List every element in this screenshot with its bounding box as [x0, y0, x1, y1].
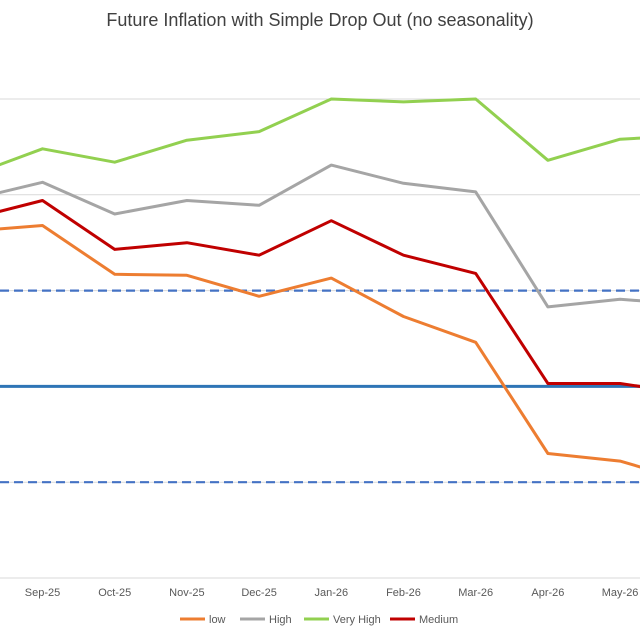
x-tick-label: Feb-26 [386, 587, 421, 599]
legend-label-medium: Medium [419, 614, 458, 626]
series-line-medium [0, 199, 640, 388]
legend-label-high: High [269, 614, 292, 626]
reference-lines [0, 289, 640, 484]
series-lines [0, 97, 640, 469]
x-axis: Sep-25 Oct-25 Nov-25 Dec-25 Jan-26 Feb-26 Mar-… [25, 587, 639, 599]
legend: low High Very High Medium [180, 614, 458, 626]
chart-title: Future Inflation with Simple Drop Out (n… [106, 10, 534, 30]
x-tick-label: Dec-25 [241, 587, 276, 599]
legend-label-low: low [209, 614, 226, 626]
x-tick-label: Jan-26 [314, 587, 348, 599]
x-tick-label: Mar-26 [458, 587, 493, 599]
series-line-very-high [0, 97, 640, 167]
x-tick-label: Sep-25 [25, 587, 60, 599]
series-line-low [0, 224, 640, 469]
x-tick-label: May-26 [602, 587, 639, 599]
x-tick-label: Apr-26 [531, 587, 564, 599]
legend-label-very-high: Very High [333, 614, 381, 626]
x-tick-label: Oct-25 [98, 587, 131, 599]
x-tick-label: Nov-25 [169, 587, 204, 599]
series-line-high [0, 163, 640, 309]
